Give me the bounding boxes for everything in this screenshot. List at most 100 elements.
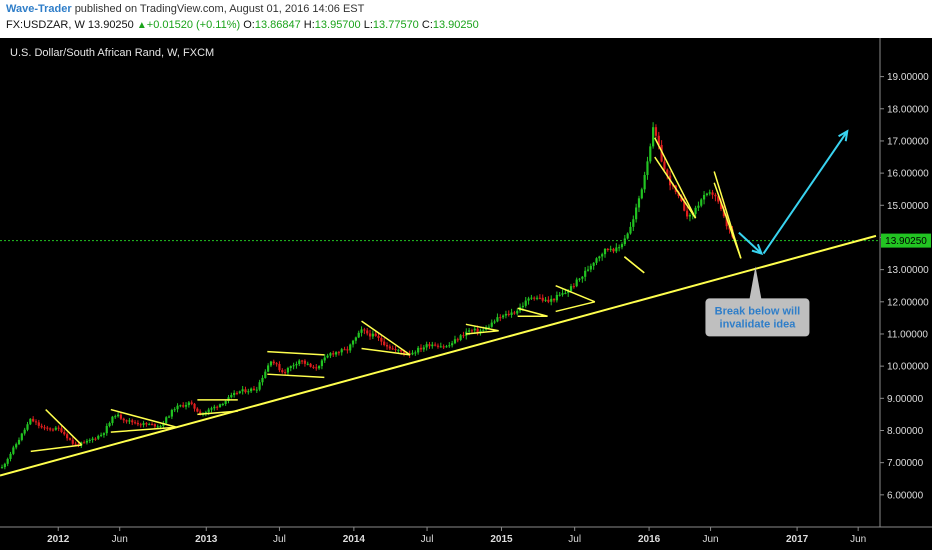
candle-body (264, 371, 267, 378)
candle-body (456, 339, 459, 341)
candle-body (241, 389, 244, 392)
candle-body (40, 425, 43, 428)
candle-body (666, 169, 669, 176)
candle-body (349, 344, 352, 351)
candle-body (91, 438, 94, 440)
candle-body (145, 423, 148, 425)
candle-body (83, 442, 86, 444)
candle-body (250, 388, 253, 392)
callout-box[interactable] (705, 298, 810, 337)
candle-body (357, 332, 360, 338)
high-label: H: (303, 19, 315, 31)
trendline[interactable] (0, 234, 877, 477)
candle-body (9, 453, 12, 459)
chart-svg[interactable]: U.S. Dollar/South African Rand, W, FXCM … (0, 38, 932, 550)
candle-body (320, 360, 324, 367)
candle-body (513, 312, 516, 314)
candle-body (643, 175, 646, 190)
arrow-up-head (838, 129, 849, 142)
candle-body (105, 426, 108, 434)
arrow-down-head (751, 243, 764, 256)
candle-body (714, 194, 717, 197)
price-chart[interactable]: U.S. Dollar/South African Rand, W, FXCM … (0, 38, 932, 550)
candle-body (555, 294, 558, 301)
candle-body (26, 424, 29, 430)
candle-body (499, 317, 502, 319)
candle-body (618, 247, 621, 249)
last-price: 13.90250 (87, 19, 134, 31)
candle-body (442, 346, 445, 348)
candle-body (207, 409, 210, 413)
annotation-callout[interactable]: Break below will invalidate idea (705, 266, 810, 337)
candle-body (12, 447, 15, 454)
candle-body (210, 408, 213, 410)
published-text: published on TradingView.com, August 01,… (74, 3, 365, 15)
candle-body (68, 438, 72, 440)
candle-body (309, 363, 312, 367)
time-tick-label: 2012 (47, 534, 70, 545)
candle-body (419, 347, 423, 350)
low-label: L: (363, 19, 373, 31)
candle-body (252, 388, 256, 391)
candle-body (700, 199, 703, 206)
arrow-down-shaft (738, 231, 763, 255)
candle-body (275, 363, 278, 365)
close-value: 13.90250 (432, 19, 479, 31)
time-tick-label: Jul (273, 534, 286, 545)
candle-body (482, 329, 485, 331)
candle-body (179, 405, 182, 407)
candle-body (326, 355, 329, 358)
author-link[interactable]: Wave-Trader (6, 3, 72, 15)
candle-body (468, 330, 471, 332)
candle-body (584, 270, 587, 277)
candle-body (128, 420, 131, 422)
candle-body (544, 299, 547, 301)
pattern-lower-line (465, 330, 499, 335)
price-tag-label: 13.90250 (885, 236, 927, 247)
up-triangle-icon: ▲ (136, 20, 147, 31)
plot-area[interactable] (0, 38, 880, 527)
candle-body (445, 346, 448, 348)
candle-body (490, 322, 493, 327)
candle-body (385, 345, 389, 347)
candle-body (377, 335, 380, 338)
candle-body (671, 185, 675, 187)
candle-body (156, 426, 159, 428)
time-tick-label: 2016 (638, 534, 661, 545)
candle-body (507, 313, 510, 315)
time-tick-label: 2015 (490, 534, 513, 545)
candle-body (400, 349, 403, 352)
candle-body (524, 300, 527, 306)
candle-body (230, 395, 233, 398)
price-tag-box (881, 233, 931, 248)
candle-body (278, 364, 281, 371)
candle-body (451, 343, 454, 346)
symbol-label: FX:USDZAR, W (6, 19, 85, 31)
candle-body (165, 417, 168, 424)
pattern-lines[interactable] (30, 137, 742, 453)
candle-body (702, 195, 706, 200)
candle-body (422, 347, 425, 350)
pattern-upper-line (45, 409, 83, 446)
price-tick-label: 11.00000 (887, 329, 928, 340)
candle-body (561, 293, 564, 295)
price-tick-label: 15.00000 (887, 201, 929, 212)
candle-body (431, 344, 434, 347)
candle-body (289, 366, 292, 368)
candle-body (43, 427, 46, 429)
candle-body (346, 349, 349, 351)
candle-body (34, 421, 38, 423)
candle-body (23, 429, 26, 434)
candle-body (527, 298, 530, 301)
candle-body (286, 367, 290, 373)
candle-body (306, 363, 309, 365)
candle-body (312, 366, 315, 368)
candle-body (637, 198, 641, 208)
candle-body (470, 330, 474, 332)
candle-body (133, 422, 137, 424)
forecast-arrows[interactable] (738, 129, 849, 256)
candle-body (49, 428, 52, 430)
candle-body (371, 333, 374, 337)
candle-body (453, 339, 457, 344)
time-tick-label: 2013 (195, 534, 218, 545)
